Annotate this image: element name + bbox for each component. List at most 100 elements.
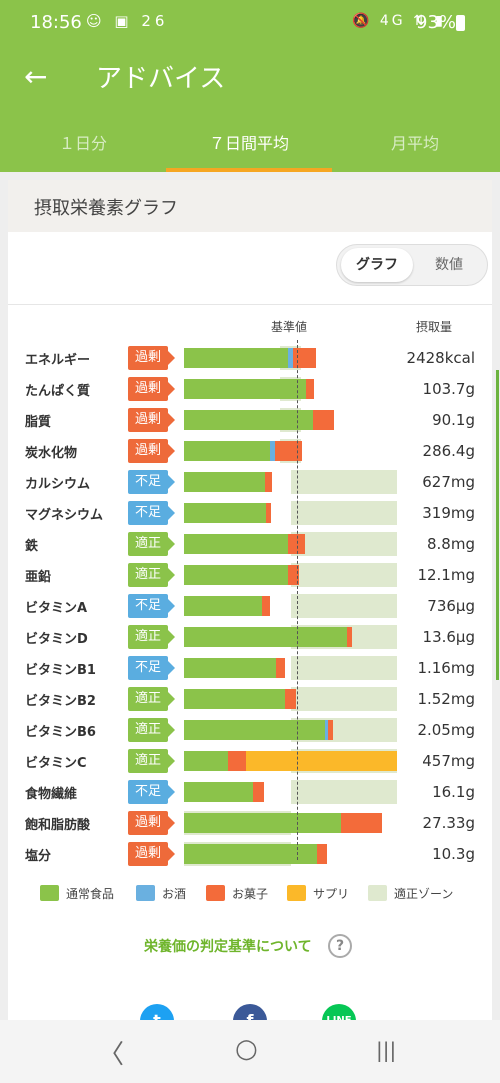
nutrient-name: ビタミンD [25, 632, 88, 647]
intake-amount: 1.16mg [417, 659, 475, 677]
bar-segment-sweets [261, 596, 271, 616]
bar-segment-sweets [317, 844, 327, 864]
bar-track [184, 470, 397, 494]
nutrient-name: 塩分 [25, 849, 52, 864]
system-nav-bar: 〈 ○ ||| [0, 1020, 500, 1083]
appropriate-zone [290, 594, 397, 618]
bar-segment-food [184, 348, 289, 368]
bar-segment-sweets [275, 658, 286, 678]
bar-segment-sweets [327, 720, 334, 740]
nutrient-row: 炭水化物 過剰 286.4g [8, 437, 492, 468]
bar-segment-sweets [274, 441, 303, 461]
nav-back-icon[interactable]: 〈 [98, 1040, 125, 1070]
bar-segment-food [184, 782, 254, 802]
tab-monthly-average[interactable]: 月平均 [390, 134, 439, 153]
nutrient-row: 亜鉛 適正 12.1mg [8, 561, 492, 592]
intake-amount: 16.1g [432, 783, 475, 801]
bar-segment-food [184, 472, 265, 492]
appropriate-zone [290, 470, 397, 494]
status-badge: 不足 [128, 780, 175, 804]
help-icon[interactable]: ? [328, 934, 352, 958]
bar-segment-sweets [288, 534, 306, 554]
bar-segment-sweets [266, 503, 272, 523]
legend-swatch-supplement [287, 885, 306, 901]
nutrient-name: たんぱく質 [25, 384, 91, 399]
battery-icon [456, 15, 465, 31]
legend-swatch-sweets [206, 885, 225, 901]
page-title: アドバイス [96, 64, 226, 94]
nutrient-row: ビタミンB6 適正 2.05mg [8, 716, 492, 747]
bar-segment-food [184, 627, 347, 647]
graph-view-button[interactable]: グラフ [341, 248, 413, 282]
intake-amount: 103.7g [422, 380, 475, 398]
intake-amount: 27.33g [422, 814, 475, 832]
judgement-criteria-link[interactable]: 栄養価の判定基準について [144, 939, 312, 955]
reference-value-header: 基準値 [271, 320, 308, 334]
bar-segment-alcohol [270, 441, 275, 461]
bar-track [184, 780, 397, 804]
bar-segment-food [184, 813, 341, 833]
bar-track [184, 656, 397, 680]
bar-track [184, 563, 397, 587]
legend-swatch-alcohol [136, 885, 155, 901]
card-title: 摂取栄養素グラフ [34, 198, 178, 219]
bar-track [184, 625, 397, 649]
status-badge: 過剰 [128, 439, 175, 463]
nutrient-name: マグネシウム [25, 508, 104, 523]
nutrient-name: ビタミンB2 [25, 694, 96, 709]
status-badge: 過剰 [128, 842, 175, 866]
appropriate-zone [290, 563, 397, 587]
tab-one-day[interactable]: １日分 [58, 134, 107, 153]
nutrient-row: ビタミンA 不足 736μg [8, 592, 492, 623]
bar-track [184, 501, 397, 525]
nav-recents-icon[interactable]: ||| [376, 1038, 397, 1062]
back-arrow-icon[interactable]: ← [24, 60, 48, 93]
bar-segment-food [184, 565, 289, 585]
status-badge: 適正 [128, 625, 175, 649]
intake-amount: 13.6μg [422, 628, 475, 646]
appropriate-zone [290, 780, 397, 804]
bar-segment-sweets [285, 689, 296, 709]
bar-track [184, 749, 397, 773]
bar-segment-sweets [312, 410, 335, 430]
status-badge: 適正 [128, 749, 175, 773]
bar-segment-sweets [340, 813, 383, 833]
bar-track [184, 718, 397, 742]
intake-amount: 457mg [422, 752, 475, 770]
status-badge: 過剰 [128, 408, 175, 432]
intake-amount: 1.52mg [417, 690, 475, 708]
nutrient-row: 脂質 過剰 90.1g [8, 406, 492, 437]
intake-amount: 2.05mg [417, 721, 475, 739]
status-badge: 適正 [128, 563, 175, 587]
bar-segment-food [184, 658, 276, 678]
nutrient-name: ビタミンB1 [25, 663, 96, 678]
status-badge: 適正 [128, 532, 175, 556]
status-badge: 不足 [128, 470, 175, 494]
values-view-button[interactable]: 数値 [435, 257, 463, 273]
nutrient-name: ビタミンC [25, 756, 87, 771]
nutrient-row: エネルギー 過剰 2428kcal [8, 344, 492, 375]
appropriate-zone [290, 532, 397, 556]
scrollbar[interactable] [496, 370, 499, 680]
bar-segment-supplement [245, 751, 397, 771]
legend-swatch-zone [368, 885, 387, 901]
bar-track [184, 594, 397, 618]
intake-amount: 10.3g [432, 845, 475, 863]
battery-level: 93% [416, 12, 457, 33]
bar-segment-sweets [292, 348, 317, 368]
legend-label-alcohol: お酒 [162, 887, 187, 901]
intake-amount: 319mg [422, 504, 475, 522]
appropriate-zone [290, 687, 397, 711]
bar-segment-food [184, 410, 313, 430]
bar-track [184, 811, 397, 835]
nav-home-icon[interactable]: ○ [235, 1034, 258, 1064]
status-badge: 過剰 [128, 811, 175, 835]
nutrient-row: 塩分 過剰 10.3g [8, 840, 492, 871]
legend-label-sweets: お菓子 [232, 887, 269, 901]
bar-segment-food [184, 720, 325, 740]
bar-segment-sweets [227, 751, 246, 771]
tab-seven-day-average[interactable]: ７日間平均 [166, 124, 332, 172]
divider [8, 304, 492, 305]
nutrient-row: マグネシウム 不足 319mg [8, 499, 492, 530]
status-badge: 不足 [128, 594, 175, 618]
